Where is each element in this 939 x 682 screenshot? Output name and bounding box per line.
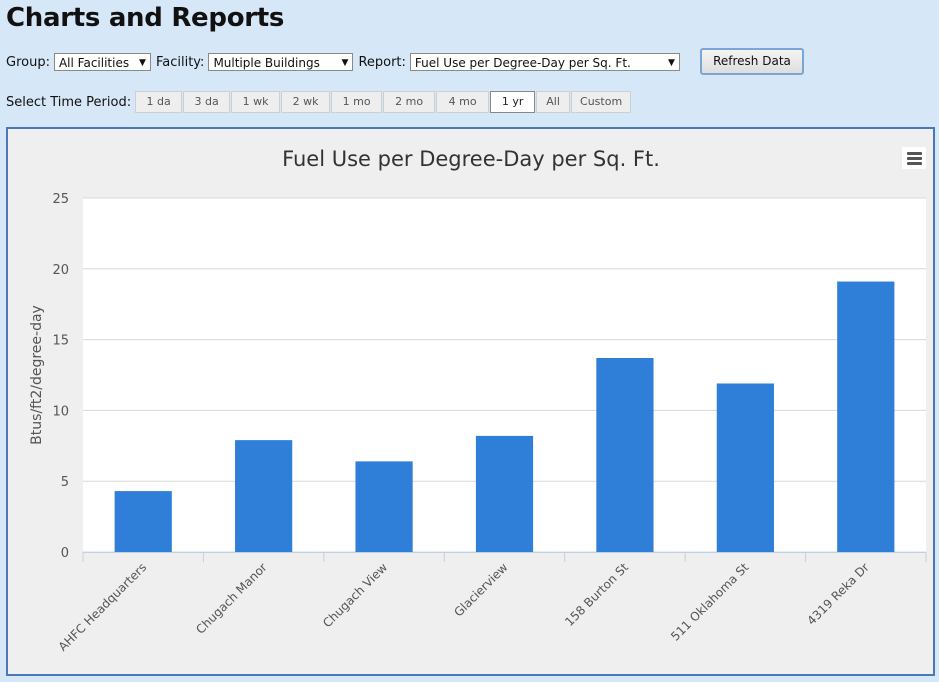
report-label: Report: <box>358 54 406 70</box>
report-select[interactable]: Fuel Use per Degree-Day per Sq. Ft. ▼ <box>409 53 680 71</box>
x-tick-label: AHFC Headquarters <box>56 560 150 654</box>
period-button-1-mo[interactable]: 1 mo <box>331 91 383 113</box>
filter-controls: Group: All Facilities ▼ Facility: Multip… <box>6 52 685 72</box>
bar <box>716 383 774 552</box>
time-period-selector: Select Time Period: 1 da 3 da 1 wk 2 wk … <box>6 90 632 114</box>
y-tick-label: 25 <box>52 192 69 207</box>
triangle-down-icon: ▼ <box>341 58 349 68</box>
period-button-custom[interactable]: Custom <box>571 91 632 113</box>
period-button-all[interactable]: All <box>536 91 571 113</box>
group-select[interactable]: All Facilities ▼ <box>53 53 151 71</box>
time-period-label: Select Time Period: <box>6 94 132 110</box>
refresh-data-button[interactable]: Refresh Data <box>700 48 804 75</box>
x-tick-label: Chugach View <box>320 560 390 630</box>
x-tick-label: Chugach Manor <box>193 560 270 637</box>
facility-label: Facility: <box>155 54 205 70</box>
period-button-1-da[interactable]: 1 da <box>135 91 183 113</box>
period-button-1-wk[interactable]: 1 wk <box>231 91 281 113</box>
x-tick-label: Glacierview <box>451 560 510 619</box>
bar <box>837 281 895 552</box>
y-tick-label: 0 <box>61 546 69 561</box>
x-tick-label: 511 Oklahoma St <box>668 560 752 644</box>
facility-select-value: Multiple Buildings <box>213 56 320 70</box>
triangle-down-icon: ▼ <box>139 58 146 68</box>
y-tick-label: 20 <box>52 263 69 278</box>
group-select-value: All Facilities <box>58 56 130 70</box>
x-tick-label: 4319 Reka Dr <box>804 560 872 628</box>
x-axis <box>82 552 927 562</box>
chart-title: Fuel Use per Degree-Day per Sq. Ft. <box>282 147 660 171</box>
period-button-4-mo[interactable]: 4 mo <box>436 91 490 113</box>
bar <box>355 461 413 552</box>
bar <box>235 440 293 552</box>
bar <box>475 435 534 552</box>
period-button-3-da[interactable]: 3 da <box>183 91 231 113</box>
facility-select[interactable]: Multiple Buildings ▼ <box>208 53 354 71</box>
y-tick-label: 5 <box>61 475 69 490</box>
x-tick-label: 158 Burton St <box>562 560 631 629</box>
bars <box>114 281 895 552</box>
hamburger-menu-icon[interactable] <box>902 147 926 169</box>
x-axis-ticks: AHFC Headquarters Chugach Manor Chugach Vi… <box>56 560 872 654</box>
period-button-1-yr[interactable]: 1 yr <box>490 91 536 113</box>
bar <box>596 358 654 552</box>
group-label: Group: <box>6 54 50 70</box>
triangle-down-icon: ▼ <box>668 58 675 68</box>
report-select-value: Fuel Use per Degree-Day per Sq. Ft. <box>414 56 631 70</box>
y-tick-label: 10 <box>52 404 69 419</box>
period-button-2-mo[interactable]: 2 mo <box>383 91 436 113</box>
bar <box>114 491 172 552</box>
y-tick-label: 15 <box>52 334 69 349</box>
y-axis-label: Btus/ft2/degree-day <box>29 305 45 445</box>
period-button-2-wk[interactable]: 2 wk <box>281 91 331 113</box>
y-axis-ticks: 0 5 10 15 20 25 <box>52 192 69 561</box>
page-title: Charts and Reports <box>6 3 285 33</box>
